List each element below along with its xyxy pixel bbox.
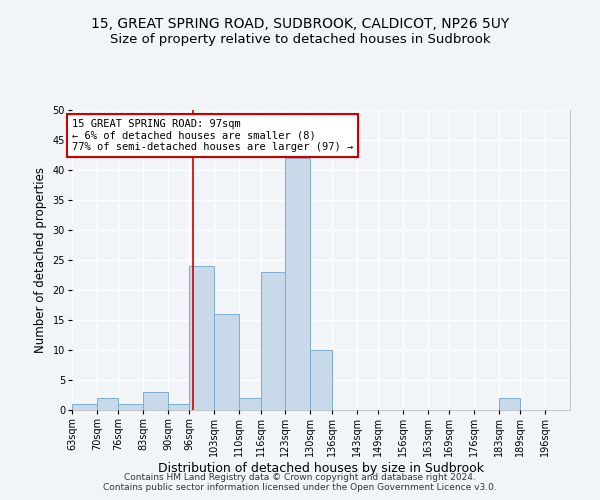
Bar: [190, 266, 214, 410]
Y-axis label: Number of detached properties: Number of detached properties: [34, 167, 47, 353]
Bar: [118, 404, 143, 410]
Bar: [214, 314, 239, 410]
Bar: [168, 404, 190, 410]
Text: 15 GREAT SPRING ROAD: 97sqm
← 6% of detached houses are smaller (8)
77% of semi-: 15 GREAT SPRING ROAD: 97sqm ← 6% of deta…: [72, 119, 353, 152]
Bar: [310, 350, 332, 410]
Bar: [260, 272, 286, 410]
Text: Size of property relative to detached houses in Sudbrook: Size of property relative to detached ho…: [110, 32, 490, 46]
Text: 15, GREAT SPRING ROAD, SUDBROOK, CALDICOT, NP26 5UY: 15, GREAT SPRING ROAD, SUDBROOK, CALDICO…: [91, 18, 509, 32]
Bar: [239, 398, 260, 410]
Bar: [286, 158, 310, 410]
Bar: [97, 398, 118, 410]
Bar: [499, 398, 520, 410]
X-axis label: Distribution of detached houses by size in Sudbrook: Distribution of detached houses by size …: [158, 462, 484, 475]
Text: Contains HM Land Registry data © Crown copyright and database right 2024.
Contai: Contains HM Land Registry data © Crown c…: [103, 473, 497, 492]
Bar: [72, 404, 97, 410]
Bar: [143, 392, 168, 410]
